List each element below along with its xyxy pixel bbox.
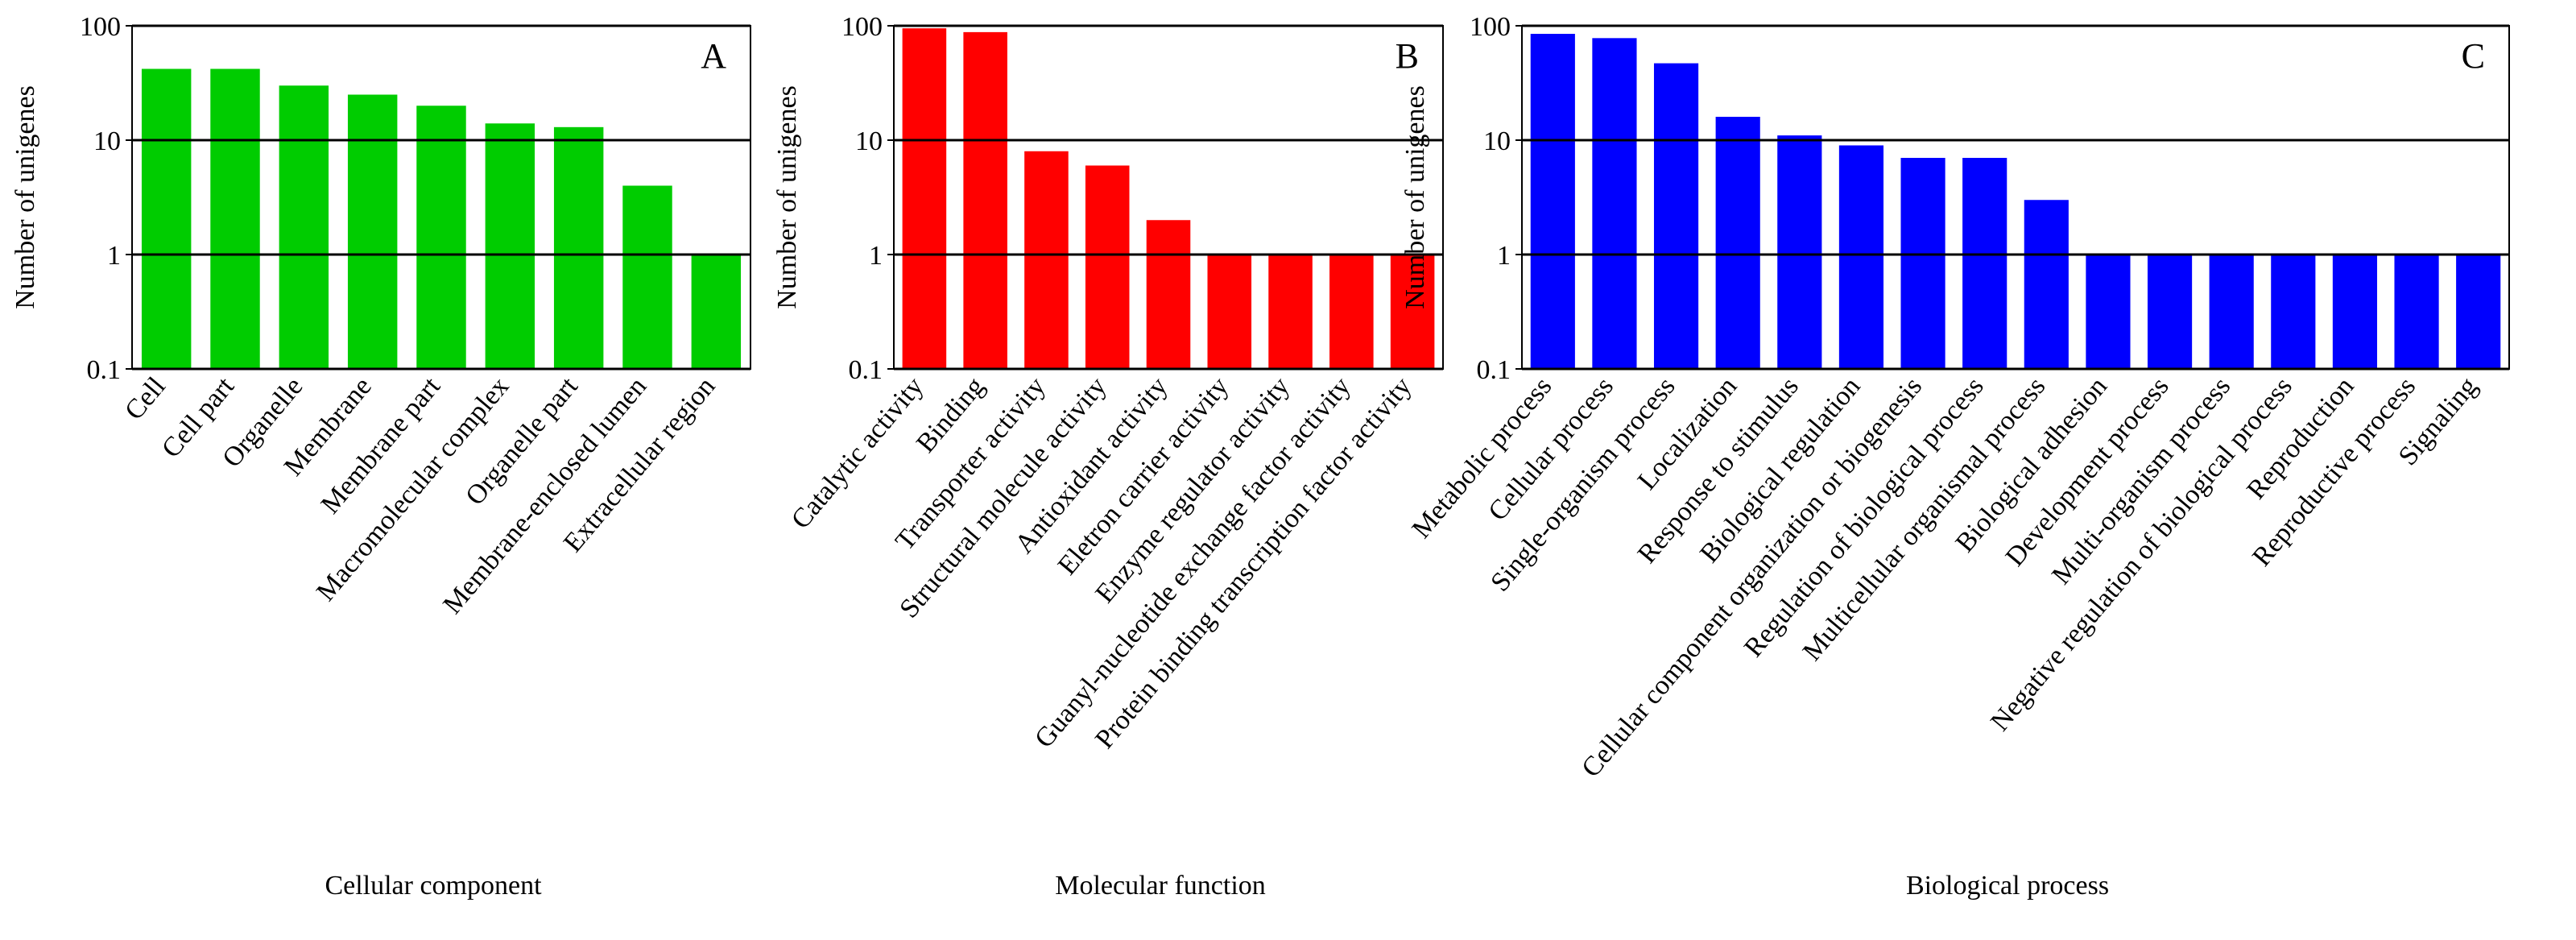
bar	[2209, 255, 2254, 369]
plot-frame	[893, 25, 1444, 370]
bar	[2332, 255, 2378, 369]
y-tick-label: 10	[855, 126, 883, 156]
y-tick-label: 0.1	[1477, 355, 1511, 385]
y-tick-label: 1	[869, 241, 883, 271]
bar	[1530, 34, 1575, 369]
x-tick-label: Cell	[119, 371, 172, 425]
plot-frame	[1521, 25, 2510, 370]
bar	[1653, 63, 1699, 369]
y-tick-label: 100	[1470, 12, 1511, 42]
y-tick-label: 0.1	[849, 355, 883, 385]
y-axis-label: Number of unigenes	[10, 85, 40, 309]
bar	[622, 185, 672, 369]
y-tick-label: 1	[1497, 241, 1511, 271]
bar	[1329, 255, 1374, 369]
bar	[2271, 255, 2316, 369]
bar	[1900, 157, 1945, 369]
bar	[1146, 220, 1191, 369]
bar	[1592, 38, 1637, 369]
bar	[1777, 135, 1822, 369]
bar	[553, 126, 604, 369]
bar	[279, 85, 329, 369]
y-axis-label: Number of unigenes	[1400, 85, 1430, 309]
bar	[963, 31, 1007, 370]
bar	[1085, 165, 1130, 369]
y-tick-label: 10	[93, 126, 121, 156]
bar	[210, 68, 260, 370]
x-tick-label: Membrane part	[316, 371, 447, 520]
bar	[1962, 157, 2007, 369]
y-tick-label: 100	[841, 12, 883, 42]
bar	[1390, 255, 1435, 369]
y-tick-label: 100	[80, 12, 121, 42]
y-axis-label: Number of unigenes	[772, 85, 802, 309]
bar	[2086, 255, 2131, 369]
bar	[1268, 255, 1313, 369]
bar	[1024, 151, 1069, 369]
bar	[2456, 255, 2501, 369]
y-tick-label: 0.1	[87, 355, 122, 385]
x-axis-label: Molecular function	[1055, 871, 1266, 901]
x-tick-label: Catalytic activity	[786, 371, 929, 534]
bar	[2024, 200, 2069, 369]
bar	[485, 123, 535, 369]
bar	[691, 255, 742, 369]
bar	[2147, 255, 2193, 369]
bar	[1838, 145, 1884, 369]
panel-label: C	[2462, 36, 2485, 76]
bar	[347, 94, 398, 369]
y-tick-label: 10	[1483, 126, 1511, 156]
panel-label: A	[701, 36, 726, 76]
bar	[2394, 255, 2439, 369]
bar	[1715, 117, 1760, 370]
x-axis-label: Cellular component	[325, 871, 542, 901]
plot-frame	[131, 25, 751, 370]
bar	[902, 28, 947, 370]
panel-label: B	[1396, 36, 1419, 76]
bar	[416, 106, 466, 370]
bar	[1207, 255, 1252, 369]
bar	[141, 68, 192, 370]
x-axis-label: Biological process	[1906, 871, 2109, 901]
y-tick-label: 1	[107, 241, 121, 271]
